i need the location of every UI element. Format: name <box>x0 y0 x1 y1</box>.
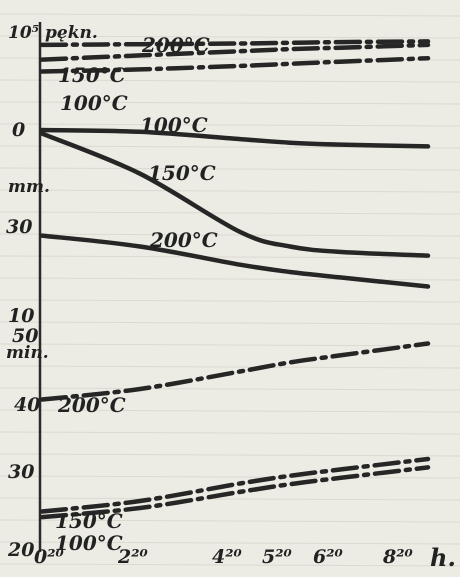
paper-line <box>0 189 460 193</box>
paper-line <box>0 387 460 391</box>
paper-line <box>0 167 460 171</box>
paper-line <box>0 409 460 413</box>
x-tick-label: 2²⁰ <box>117 546 149 568</box>
series-label: 100°C <box>60 91 128 115</box>
paper-line <box>0 563 460 567</box>
paper-line <box>0 233 460 237</box>
paper-line <box>0 211 460 215</box>
paper-line <box>0 541 460 545</box>
series-line <box>39 465 431 520</box>
paper-line <box>0 431 460 435</box>
x-tick-label: 8²⁰ <box>382 546 414 568</box>
series-line <box>39 233 431 289</box>
paper-line <box>0 497 460 501</box>
paper-line <box>0 123 460 127</box>
series-label: 150°C <box>58 63 126 87</box>
series-layer <box>39 39 431 520</box>
top-axis-label: 10⁵ pękn. <box>8 23 98 43</box>
mid-tick-0: 0 <box>12 119 25 141</box>
series-line <box>39 131 431 258</box>
mid-tick-10: 10 <box>8 305 34 327</box>
paper-line <box>0 35 460 39</box>
paper-line <box>0 475 460 479</box>
x-tick-label: 5²⁰ <box>262 546 293 568</box>
paper-line <box>0 453 460 457</box>
bottom-tick-30: 30 <box>8 461 34 483</box>
series-label: 150°C <box>55 509 123 533</box>
series-line <box>39 341 431 402</box>
series-line <box>39 55 431 74</box>
paper-line <box>0 13 460 17</box>
series-line <box>39 456 431 514</box>
series-label: 150°C <box>148 161 216 185</box>
mid-tick-30: 30 <box>6 216 32 238</box>
x-tick-labels: 0²⁰ 2²⁰ 4²⁰ 5²⁰ 6²⁰ 8²⁰ <box>34 546 414 568</box>
series-line <box>39 39 431 48</box>
bottom-tick-50: 50 <box>12 325 38 347</box>
x-tick-label: 0²⁰ <box>34 546 65 568</box>
x-axis-label: h. <box>430 543 456 572</box>
series-label: 200°C <box>149 228 218 252</box>
bottom-tick-40: 40 <box>14 394 40 416</box>
paper-line <box>0 365 460 369</box>
paper-line <box>0 321 460 325</box>
series-label: 200°C <box>141 33 210 57</box>
paper-line <box>0 519 460 523</box>
series-label: 200°C <box>57 393 126 417</box>
series-label: 100°C <box>140 113 208 137</box>
mid-axis-label: mm. <box>8 177 50 197</box>
bottom-tick-20: 20 <box>7 539 34 561</box>
paper-line <box>0 299 460 303</box>
x-tick-label: 6²⁰ <box>313 546 344 568</box>
series-line <box>39 127 431 149</box>
paper-line <box>0 79 460 83</box>
paper-line <box>0 343 460 347</box>
series-line <box>39 42 431 62</box>
series-labels: 200°C150°C100°C100°C150°C200°C200°C150°C… <box>55 33 218 555</box>
paper-line <box>0 255 460 259</box>
series-label: 100°C <box>55 531 123 555</box>
bottom-axis-label: min. <box>6 343 49 363</box>
x-tick-label: 4²⁰ <box>212 546 243 568</box>
paper-line <box>0 101 460 105</box>
